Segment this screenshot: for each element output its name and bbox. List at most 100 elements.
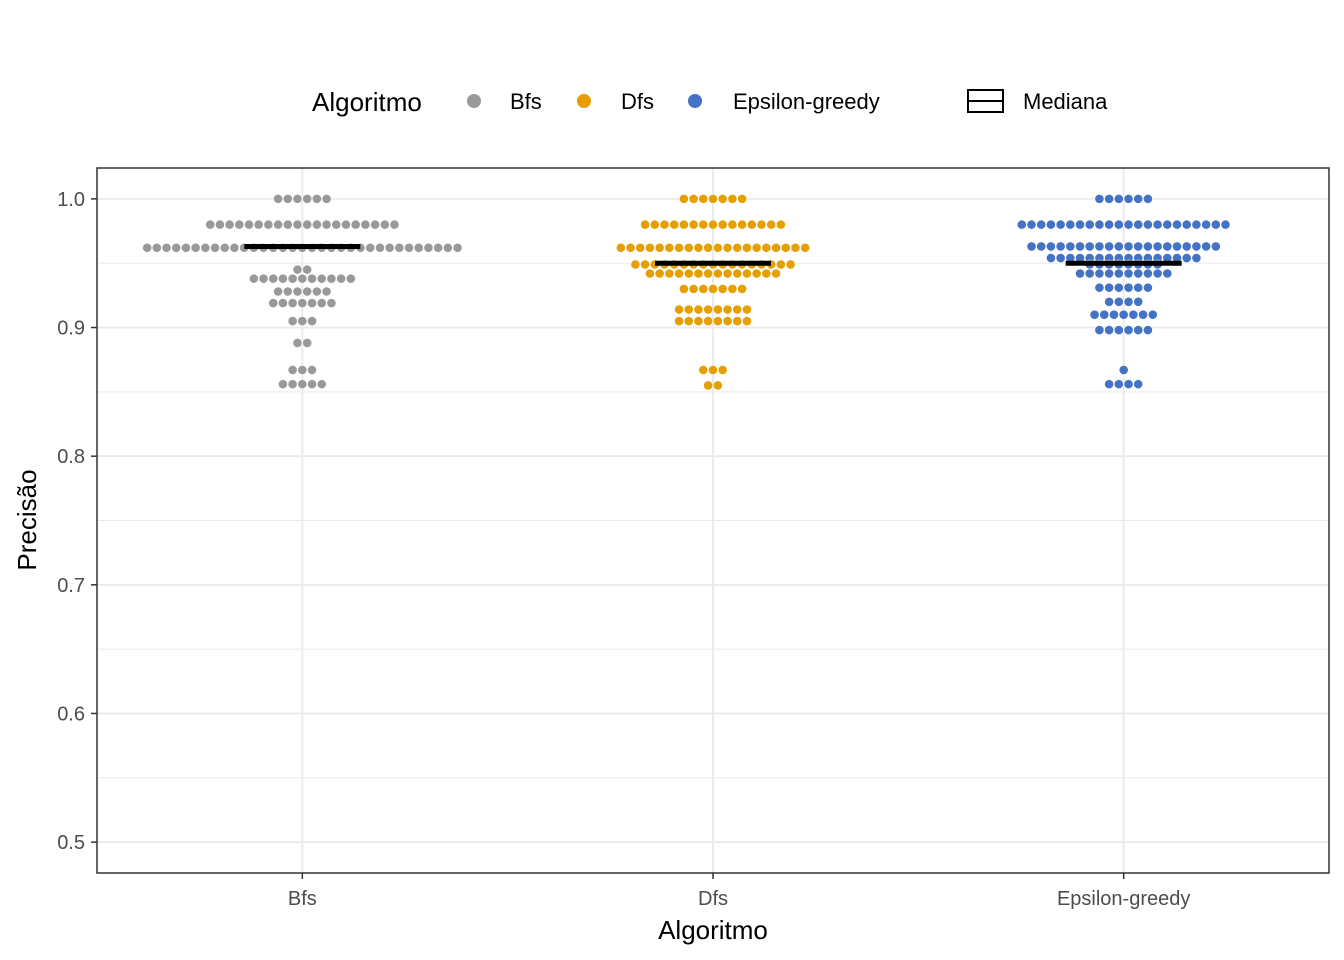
data-point bbox=[433, 242, 444, 253]
data-point bbox=[1210, 241, 1221, 252]
data-point bbox=[1104, 379, 1115, 390]
data-point bbox=[732, 242, 743, 253]
data-point bbox=[1172, 219, 1182, 230]
data-point bbox=[1104, 219, 1115, 230]
data-point bbox=[1123, 296, 1134, 307]
legend-label: Bfs bbox=[510, 89, 542, 114]
data-point bbox=[1123, 379, 1134, 390]
data-point bbox=[727, 193, 738, 204]
data-point bbox=[698, 193, 709, 204]
data-point bbox=[751, 268, 762, 279]
data-point bbox=[1055, 253, 1066, 263]
data-point bbox=[1118, 309, 1129, 320]
data-point bbox=[210, 242, 220, 253]
data-point bbox=[693, 242, 704, 253]
data-point bbox=[737, 193, 747, 204]
data-point bbox=[345, 273, 356, 284]
data-point bbox=[1118, 365, 1129, 375]
data-point bbox=[1113, 241, 1124, 252]
data-point bbox=[287, 316, 298, 326]
data-point bbox=[708, 193, 718, 204]
data-point bbox=[703, 242, 714, 253]
data-point bbox=[1046, 219, 1056, 230]
data-point bbox=[1143, 325, 1153, 335]
legend-label: Dfs bbox=[621, 89, 654, 114]
data-point bbox=[698, 284, 709, 294]
data-point bbox=[375, 242, 385, 253]
data-point bbox=[229, 242, 240, 253]
data-point bbox=[307, 298, 317, 308]
data-point bbox=[1123, 282, 1134, 293]
data-point bbox=[722, 268, 733, 279]
data-point bbox=[1162, 268, 1173, 279]
data-point bbox=[350, 219, 361, 230]
data-point bbox=[394, 242, 405, 253]
legend-items: Bfs Dfs Epsilon-greedy bbox=[467, 89, 880, 114]
data-point bbox=[278, 379, 288, 390]
data-point bbox=[292, 219, 303, 230]
x-tick-label: Dfs bbox=[698, 888, 728, 910]
data-point bbox=[1191, 253, 1202, 263]
data-point bbox=[1094, 325, 1105, 335]
data-point bbox=[1138, 309, 1148, 320]
data-point bbox=[649, 219, 660, 230]
y-tick-label: 0.6 bbox=[57, 703, 85, 725]
data-point bbox=[746, 219, 757, 230]
data-point bbox=[273, 286, 283, 297]
data-point bbox=[268, 273, 279, 284]
data-point bbox=[321, 193, 332, 204]
data-point bbox=[674, 268, 684, 279]
y-tick-label: 0.9 bbox=[57, 318, 85, 340]
legend-label: Epsilon-greedy bbox=[733, 89, 880, 114]
data-point bbox=[214, 219, 225, 230]
data-point bbox=[1201, 241, 1212, 252]
data-point bbox=[669, 219, 680, 230]
data-point bbox=[1147, 309, 1158, 320]
data-point bbox=[717, 284, 728, 294]
data-point bbox=[1109, 309, 1119, 320]
legend-median-label: Mediana bbox=[1023, 89, 1108, 114]
data-point bbox=[1133, 241, 1144, 252]
data-point bbox=[326, 273, 337, 284]
data-point bbox=[732, 268, 743, 279]
data-point bbox=[253, 219, 264, 230]
data-point bbox=[1113, 193, 1124, 204]
data-point bbox=[708, 284, 718, 294]
data-point bbox=[703, 380, 714, 391]
data-point bbox=[771, 268, 781, 279]
data-point bbox=[703, 268, 714, 279]
data-point bbox=[640, 219, 650, 230]
data-point bbox=[1133, 379, 1144, 390]
y-axis-title: Precisão bbox=[12, 469, 42, 570]
data-point bbox=[712, 304, 723, 315]
data-point bbox=[219, 242, 230, 253]
data-point bbox=[766, 219, 777, 230]
data-point bbox=[722, 242, 733, 253]
data-point bbox=[1123, 268, 1134, 279]
data-point bbox=[311, 193, 322, 204]
data-point bbox=[1075, 268, 1085, 279]
data-point bbox=[732, 304, 743, 315]
data-point bbox=[248, 273, 259, 284]
data-point bbox=[234, 219, 245, 230]
data-point bbox=[717, 365, 728, 375]
data-point bbox=[712, 380, 723, 391]
legend-swatch bbox=[577, 94, 591, 108]
data-point bbox=[776, 219, 786, 230]
data-point bbox=[273, 193, 283, 204]
y-tick-label: 0.8 bbox=[57, 446, 85, 468]
data-point bbox=[635, 242, 646, 253]
data-point bbox=[1143, 219, 1153, 230]
data-point bbox=[1133, 325, 1144, 335]
data-point bbox=[679, 219, 689, 230]
data-point bbox=[1128, 309, 1139, 320]
data-point bbox=[1113, 268, 1124, 279]
data-point bbox=[727, 284, 738, 294]
data-point bbox=[273, 219, 283, 230]
y-axis: 0.5 0.6 0.7 0.8 0.9 1.0 bbox=[57, 189, 97, 854]
data-point bbox=[1104, 193, 1115, 204]
x-tick-label: Epsilon-greedy bbox=[1057, 888, 1190, 910]
data-point bbox=[1133, 282, 1144, 293]
data-point bbox=[703, 304, 714, 315]
data-point bbox=[452, 242, 463, 253]
